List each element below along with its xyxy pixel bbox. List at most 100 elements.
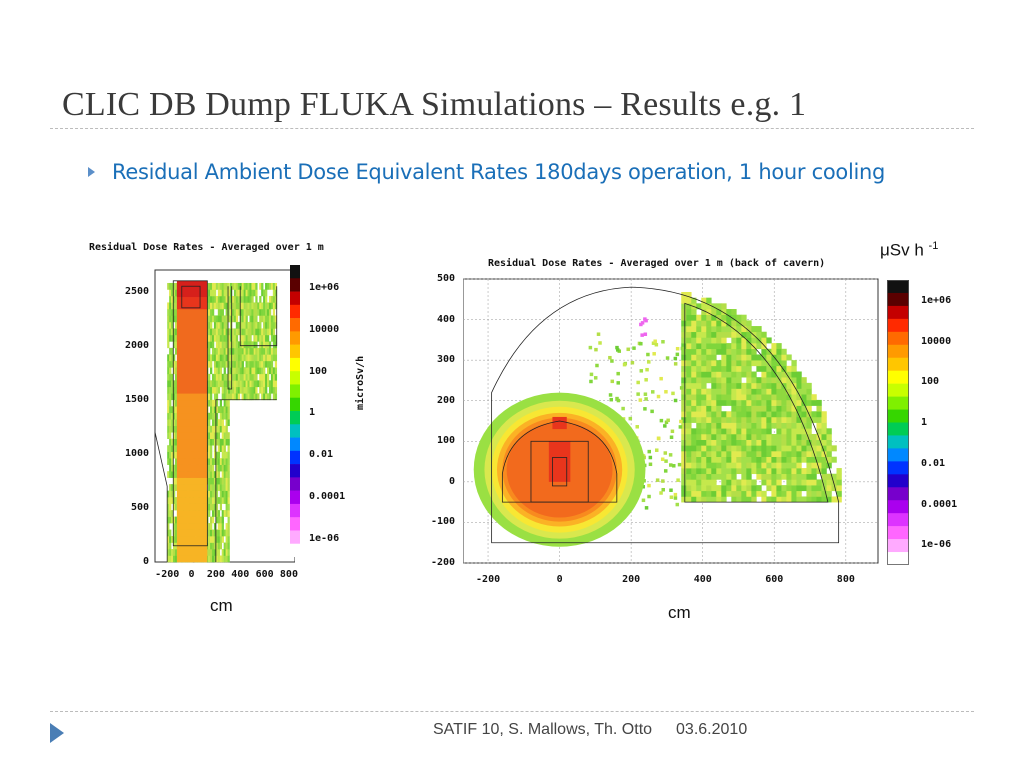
right-colorbar-swatch: [887, 344, 909, 359]
right-colorbar-swatch: [887, 500, 909, 514]
right-x-tick: -200: [476, 574, 501, 585]
left-colorbar-swatch: [290, 265, 300, 279]
right-colorbar-label: 0.01: [921, 457, 946, 469]
right-y-tick: 400: [437, 313, 456, 325]
right-colorbar-label: 100: [921, 376, 940, 388]
right-colorbar-label: 1e+06: [921, 295, 952, 306]
left-y-tick: 1000: [125, 447, 150, 459]
right-y-tick: -200: [431, 557, 456, 568]
left-colorbar-swatch: [290, 424, 300, 438]
right-colorbar-swatch: [887, 396, 909, 410]
left-colorbar-label: 10000: [309, 323, 340, 335]
triangle-bullet-icon: [88, 167, 95, 177]
right-colorbar-swatch: [887, 435, 909, 449]
bullet-text: Residual Ambient Dose Equivalent Rates 1…: [112, 160, 886, 184]
left-chart-title: Residual Dose Rates - Averaged over 1 m: [89, 242, 324, 253]
right-y-tick: -100: [431, 516, 456, 528]
left-colorbar-swatch: [290, 437, 300, 452]
left-colorbar-swatch: [290, 291, 300, 306]
left-y-tick: 500: [131, 501, 150, 513]
left-x-tick: 0: [188, 569, 195, 580]
title-divider: [50, 128, 974, 129]
left-hot-shaft: [176, 280, 208, 563]
right-y-tick: 0: [449, 475, 456, 487]
left-colorbar: [290, 265, 300, 557]
left-colorbar-swatch: [290, 357, 300, 372]
right-colorbar-label: 1e-06: [921, 539, 952, 551]
footer-authors: SATIF 10, S. Mallows, Th. Otto: [433, 721, 653, 738]
left-x-tick: 800: [279, 569, 298, 580]
left-chart-plot: [154, 269, 295, 563]
footer-divider: [50, 711, 974, 712]
right-x-tick: 400: [693, 574, 712, 585]
right-colorbar-label: 10000: [921, 335, 952, 347]
right-colorbar-swatch: [887, 552, 909, 565]
right-hot-spot: [473, 392, 646, 547]
left-colorbar-swatch: [290, 543, 300, 557]
right-colorbar-swatch: [887, 526, 909, 540]
left-colorbar-label: 0.0001: [309, 491, 346, 502]
right-colorbar-swatch: [887, 292, 909, 307]
right-colorbar-swatch: [887, 318, 909, 333]
left-colorbar-swatch: [290, 331, 300, 345]
right-dose-cells: [588, 291, 842, 510]
left-colorbar-swatch: [290, 503, 300, 518]
left-colorbar-swatch: [290, 517, 300, 531]
right-x-tick: 200: [622, 574, 641, 585]
left-y-tick: 1500: [125, 393, 150, 405]
dose-unit-label: μSv h -1: [880, 240, 938, 261]
left-x-tick: -200: [155, 569, 180, 580]
left-x-axis-label: cm: [210, 596, 233, 615]
left-colorbar-swatch: [290, 464, 300, 478]
right-colorbar-swatch: [887, 539, 909, 553]
right-y-tick: 300: [437, 354, 456, 366]
right-x-axis-label: cm: [668, 603, 691, 622]
right-y-tick: 100: [437, 435, 456, 447]
left-colorbar-swatch: [290, 397, 300, 412]
left-x-tick: 600: [255, 569, 274, 580]
right-x-tick: 600: [765, 574, 784, 585]
right-colorbar-swatch: [887, 409, 909, 423]
left-colorbar-swatch: [290, 530, 300, 545]
right-colorbar-label: 1: [921, 417, 928, 429]
right-colorbar-swatch: [887, 305, 909, 320]
left-colorbar-label: 1e+06: [309, 282, 340, 293]
footer: SATIF 10, S. Mallows, Th. Otto 03.6.2010: [433, 721, 747, 739]
dose-unit-text: μSv h: [880, 240, 924, 260]
left-x-tick: 200: [206, 569, 225, 580]
right-colorbar-swatch: [887, 370, 909, 384]
slide-title: CLIC DB Dump FLUKA Simulations – Results…: [62, 86, 807, 123]
right-colorbar-swatch: [887, 487, 909, 501]
right-chart-plot: [463, 278, 879, 564]
right-x-tick: 0: [556, 574, 563, 585]
right-colorbar-label: 0.0001: [921, 498, 958, 510]
left-colorbar-swatch: [290, 318, 300, 332]
left-geometry: [154, 280, 278, 562]
right-colorbar-swatch: [887, 474, 909, 488]
right-x-tick: 800: [836, 574, 855, 585]
left-colorbar-swatch: [290, 278, 300, 292]
nav-arrow-icon[interactable]: [50, 723, 64, 743]
right-y-tick: 200: [437, 394, 456, 406]
right-chart-title: Residual Dose Rates - Averaged over 1 m …: [488, 258, 826, 269]
bullet-item: Residual Ambient Dose Equivalent Rates 1…: [88, 160, 885, 184]
dose-unit-exponent: -1: [928, 240, 939, 252]
left-colorbar-swatch: [290, 450, 300, 465]
left-y-tick: 0: [143, 556, 150, 567]
right-colorbar-swatch: [887, 461, 909, 475]
right-colorbar-swatch: [887, 383, 909, 397]
left-colorbar-swatch: [290, 477, 300, 491]
left-colorbar-swatch: [290, 344, 300, 359]
left-x-tick: 400: [231, 569, 250, 580]
right-y-tick: 500: [437, 273, 456, 284]
left-colorbar-swatch: [290, 490, 300, 505]
left-colorbar-label: 100: [309, 365, 328, 377]
footer-date: 03.6.2010: [676, 721, 748, 738]
left-colorbar-swatch: [290, 371, 300, 385]
right-geometry: [491, 286, 840, 544]
left-y-tick: 2000: [125, 339, 150, 351]
right-colorbar-swatch: [887, 513, 909, 527]
right-colorbar-swatch: [887, 357, 909, 371]
right-colorbar-swatch: [887, 331, 909, 346]
right-colorbar-swatch: [887, 280, 909, 294]
